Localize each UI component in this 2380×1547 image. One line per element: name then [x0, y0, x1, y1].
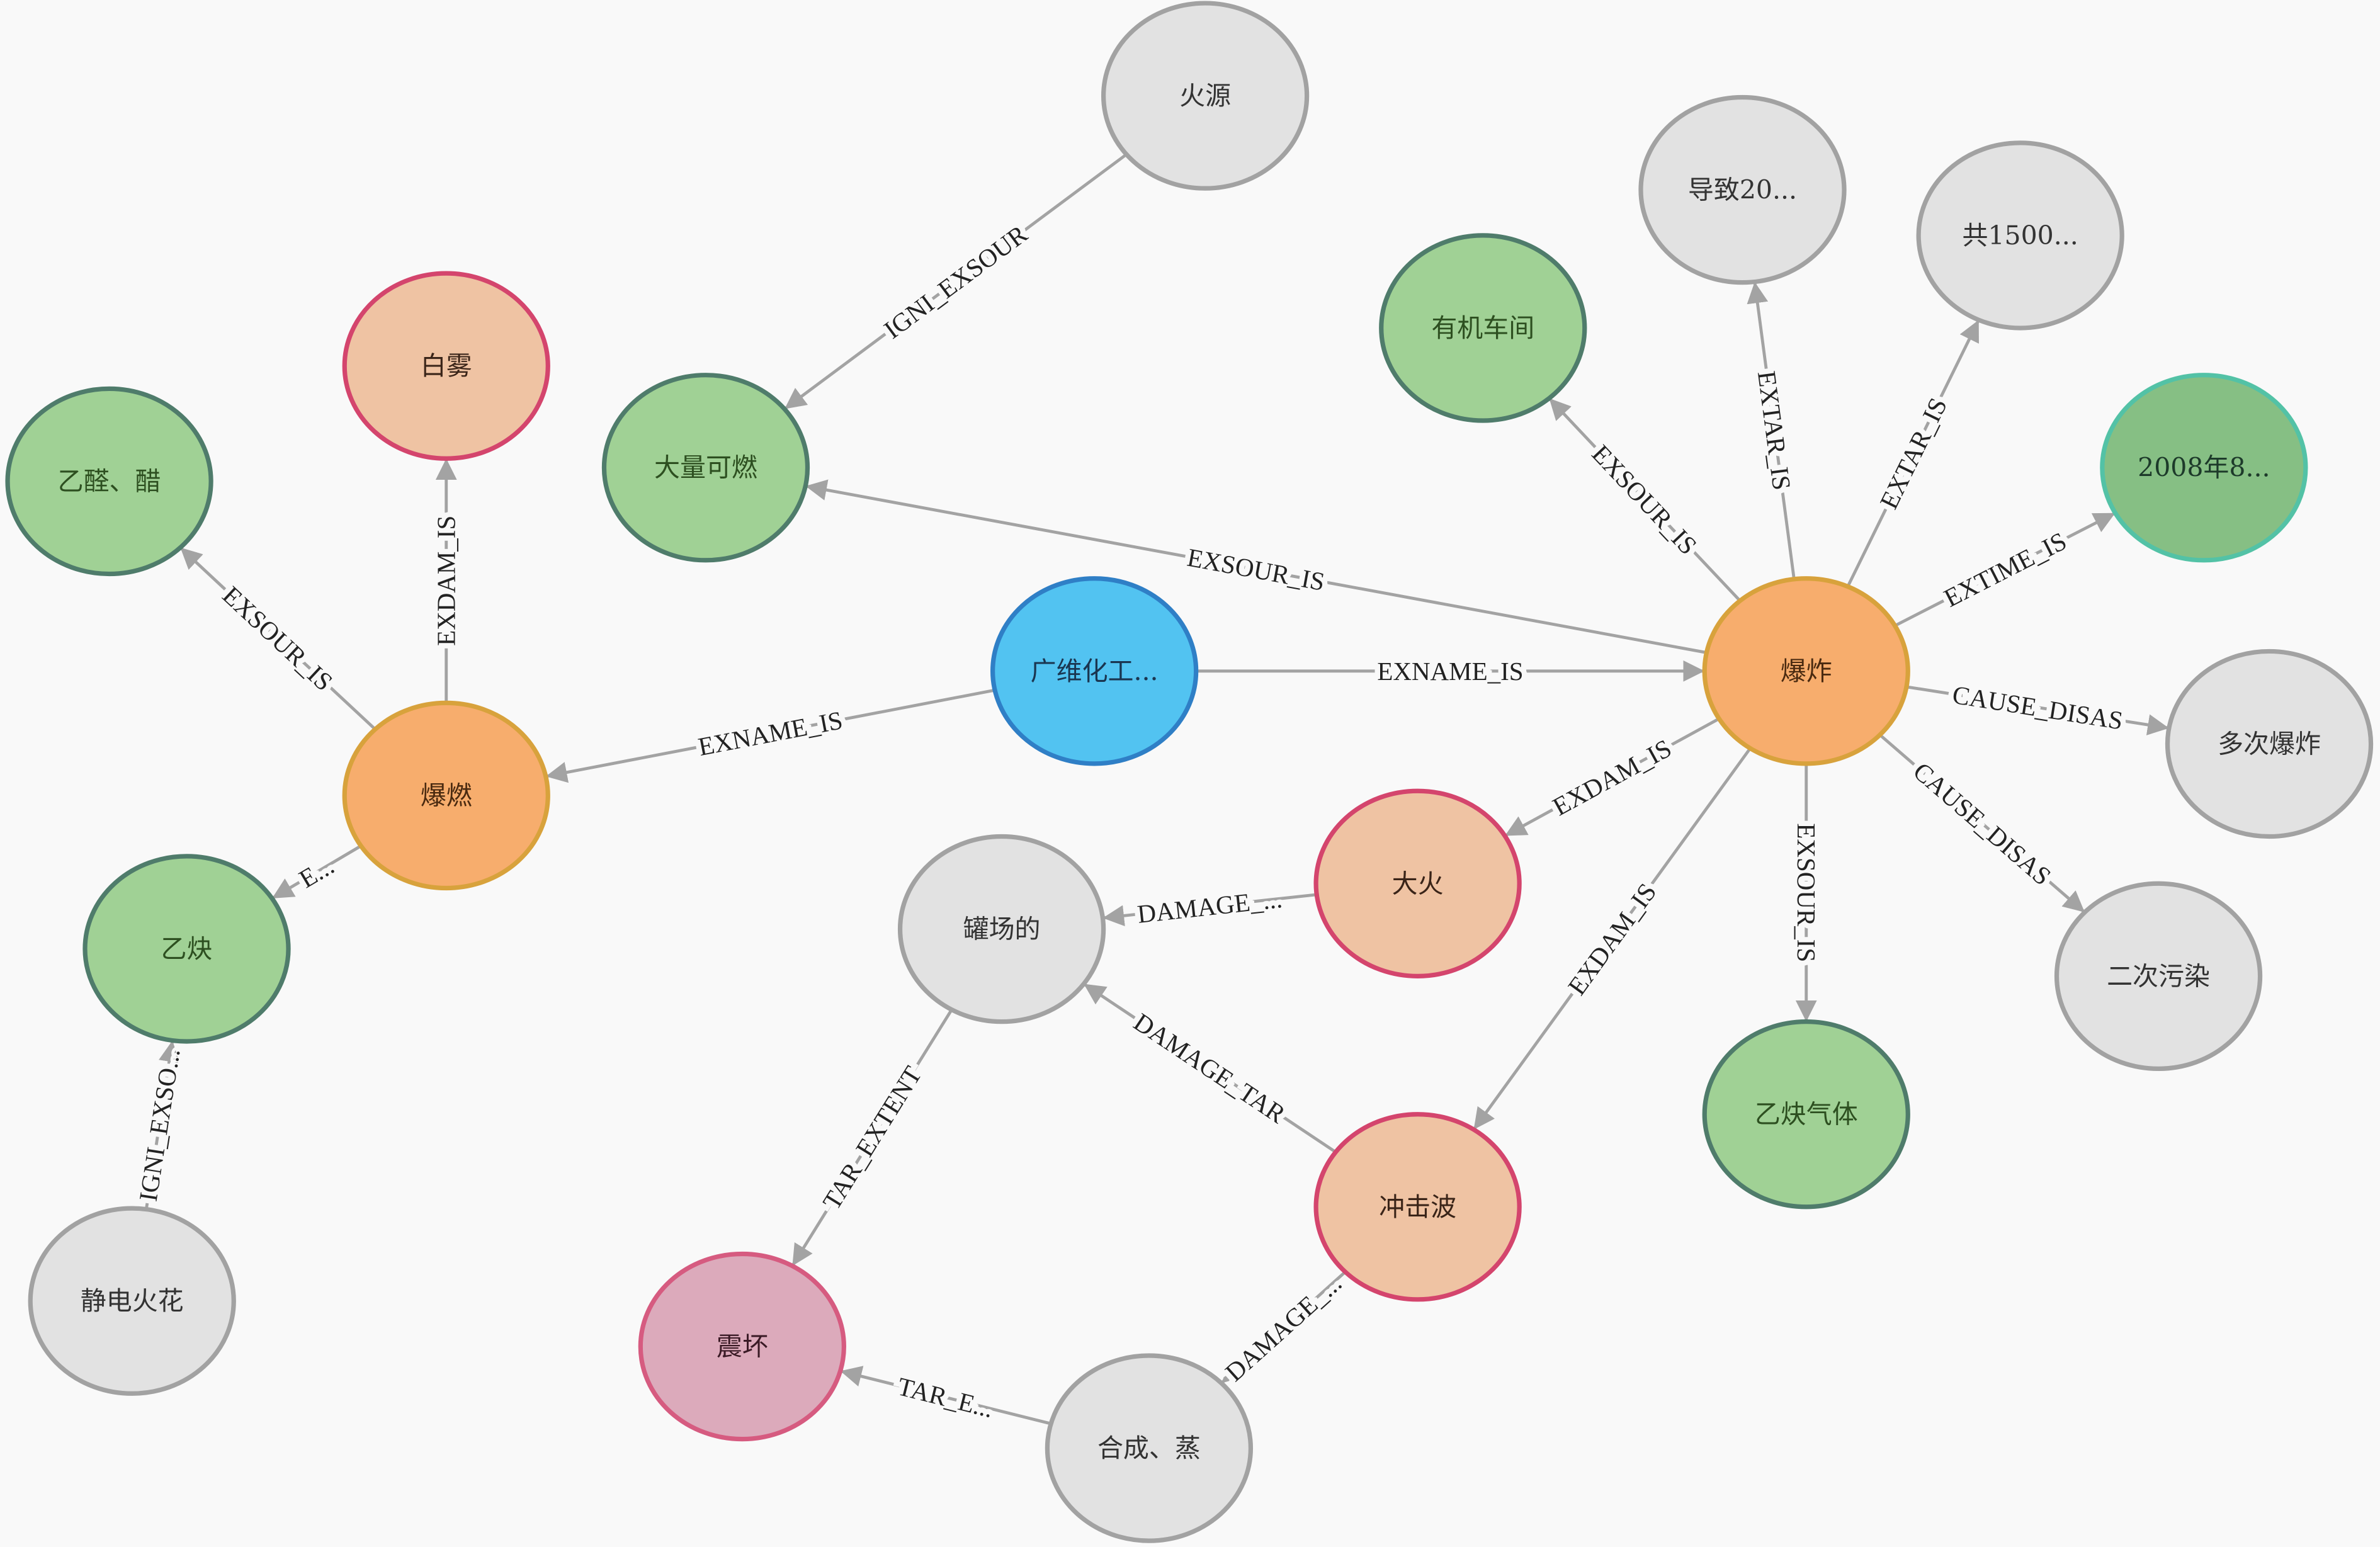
edge-baoran-baiwu[interactable]: EXDAM_IS	[426, 458, 466, 703]
edge-guangwei-baozha[interactable]: EXNAME_IS	[1196, 651, 1705, 691]
node-label: 合成、蒸	[1097, 1433, 1201, 1463]
node-youji[interactable]: 有机车间	[1379, 233, 1587, 423]
node-circle[interactable]	[1702, 1019, 1910, 1210]
node-label: 多次爆炸	[2218, 728, 2321, 759]
node-label: 有机车间	[1431, 313, 1534, 343]
node-label: 白雾	[421, 351, 472, 381]
node-huoyuan[interactable]: 火源	[1101, 1, 1310, 191]
node-circle[interactable]	[897, 834, 1106, 1024]
edge-line[interactable]	[1082, 982, 1337, 1153]
node-dahuo[interactable]: 大火	[1313, 788, 1522, 978]
node-label: 大量可燃	[654, 453, 757, 483]
edge-line[interactable]	[1906, 685, 2170, 735]
node-guangwei[interactable]: 广维化工...	[990, 576, 1199, 766]
node-circle[interactable]	[1916, 140, 2124, 331]
node-circle[interactable]	[342, 271, 550, 461]
edge-line[interactable]	[1472, 747, 1752, 1131]
edge-line[interactable]	[805, 479, 1707, 654]
node-circle[interactable]	[1045, 1353, 1254, 1543]
node-daozhi[interactable]: 导致20...	[1638, 94, 1847, 285]
node-label: 二次污染	[2107, 961, 2210, 991]
node-label: 导致20...	[1688, 175, 1797, 205]
edge-line[interactable]	[1548, 397, 1742, 602]
edge-line[interactable]	[791, 1009, 953, 1267]
edge-line[interactable]	[1846, 319, 1980, 587]
node-label: 静电火花	[81, 1286, 184, 1316]
node-daliang[interactable]: 大量可燃	[601, 373, 810, 563]
edge-line[interactable]	[144, 1040, 180, 1210]
node-label: 爆燃	[421, 780, 472, 810]
node-circle[interactable]	[2054, 881, 2263, 1071]
edge-label: EXDAM_IS	[432, 516, 461, 646]
node-label: 爆炸	[1781, 656, 1832, 686]
node-circle[interactable]	[1379, 233, 1587, 423]
edge-line[interactable]	[783, 153, 1128, 411]
edge-label: EXSOUR_IS	[1792, 823, 1821, 962]
node-label: 冲击波	[1379, 1192, 1456, 1222]
edge-baozha-yiquegas[interactable]: EXSOUR_IS	[1786, 763, 1826, 1022]
node-guanchang[interactable]: 罐场的	[897, 834, 1106, 1024]
node-circle[interactable]	[342, 700, 550, 891]
edge-line[interactable]	[1102, 893, 1317, 927]
edge-line[interactable]	[545, 688, 995, 783]
edge-line[interactable]	[840, 1366, 1051, 1425]
node-hecheng[interactable]: 合成、蒸	[1045, 1353, 1254, 1543]
node-circle[interactable]	[5, 386, 213, 577]
edge-line[interactable]	[271, 844, 362, 900]
node-label: 乙醛、醋	[58, 466, 161, 496]
node-erci[interactable]: 二次污染	[2054, 881, 2263, 1071]
node-baozha[interactable]: 爆炸	[1702, 576, 1910, 766]
edge-line[interactable]	[1879, 734, 2086, 914]
node-circle[interactable]	[1313, 1112, 1522, 1302]
node-baoran[interactable]: 爆燃	[342, 700, 550, 891]
node-circle[interactable]	[601, 373, 810, 563]
node-circle[interactable]	[638, 1251, 846, 1442]
node-circle[interactable]	[28, 1206, 236, 1396]
node-baiwu[interactable]: 白雾	[342, 271, 550, 461]
node-label: 共1500...	[1963, 220, 2078, 251]
node-label: 乙炔气体	[1755, 1099, 1858, 1130]
edge-line[interactable]	[1747, 281, 1796, 580]
node-circle[interactable]	[990, 576, 1199, 766]
node-label: 罐场的	[963, 914, 1041, 944]
edge-line[interactable]	[1894, 511, 2116, 627]
node-label: 火源	[1179, 81, 1231, 111]
node-chongji[interactable]: 冲击波	[1313, 1112, 1522, 1302]
node-label: 震坏	[717, 1332, 768, 1362]
node-jingdian[interactable]: 静电火花	[28, 1206, 236, 1396]
edge-line[interactable]	[179, 546, 377, 731]
node-circle[interactable]	[1638, 94, 1847, 285]
node-circle[interactable]	[1101, 1, 1310, 191]
node-label: 2008年8...	[2138, 453, 2270, 483]
node-circle[interactable]	[2100, 373, 2308, 563]
node-time2008[interactable]: 2008年8...	[2100, 373, 2308, 563]
node-label: 广维化工...	[1031, 656, 1159, 686]
node-gong1500[interactable]: 共1500...	[1916, 140, 2124, 331]
node-circle[interactable]	[82, 854, 291, 1044]
node-yique[interactable]: 乙炔	[82, 854, 291, 1044]
node-yiquan_cu[interactable]: 乙醛、醋	[5, 386, 213, 577]
node-circle[interactable]	[1313, 788, 1522, 978]
node-label: 大火	[1392, 868, 1444, 898]
node-yiquegas[interactable]: 乙炔气体	[1702, 1019, 1910, 1210]
node-duoci[interactable]: 多次爆炸	[2165, 649, 2374, 839]
edge-label: EXNAME_IS	[1377, 657, 1523, 686]
node-circle[interactable]	[2165, 649, 2374, 839]
edge-line[interactable]	[1504, 717, 1720, 837]
node-circle[interactable]	[1702, 576, 1910, 766]
node-zhenhuai[interactable]: 震坏	[638, 1251, 846, 1442]
edge-line[interactable]	[1220, 1271, 1347, 1385]
node-label: 乙炔	[161, 934, 213, 964]
